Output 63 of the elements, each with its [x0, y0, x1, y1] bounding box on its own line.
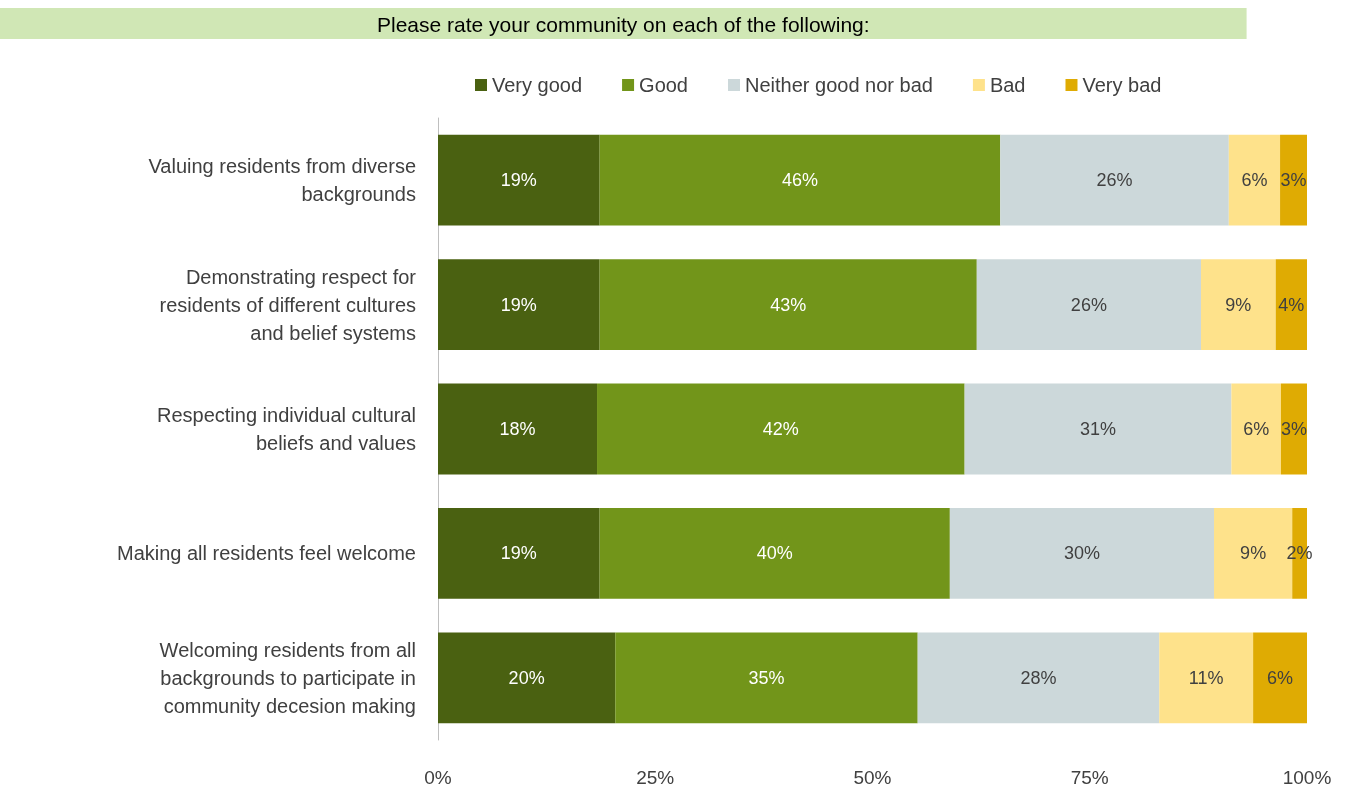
data-label: 9%: [1225, 294, 1252, 315]
data-label: 35%: [748, 667, 785, 688]
data-label: 26%: [1096, 170, 1133, 191]
bar: [949, 507, 1215, 599]
data-label: 42%: [762, 419, 799, 439]
x-tick-label: 75%: [1070, 767, 1109, 788]
y-tick-label: Respecting individual cultural beliefs and values: [156, 404, 416, 454]
y-tick-label: Making all residents feel welcome: [116, 542, 416, 565]
bar: [597, 383, 965, 475]
legend-label: Neither good nor bad: [744, 74, 933, 96]
bar: [917, 632, 1160, 724]
data-label: 18%: [499, 419, 536, 439]
x-tick-label: 50%: [853, 767, 892, 788]
bar: [1275, 259, 1307, 351]
data-label: 19%: [500, 543, 537, 564]
bar: [1000, 134, 1229, 226]
chart-title: Please rate your community on each of the following:: [377, 13, 870, 36]
x-tick-label: 100%: [1282, 767, 1332, 788]
data-label: 3%: [1280, 170, 1307, 191]
x-tick-label: 25%: [636, 767, 675, 788]
bar: [964, 383, 1232, 475]
x-tick-label: 0%: [424, 767, 452, 788]
bar: [1280, 134, 1307, 226]
bar: [976, 259, 1201, 351]
legend-label: Bad: [989, 74, 1026, 96]
bar: [1280, 383, 1307, 475]
bar: [1159, 632, 1254, 724]
data-label: 6%: [1241, 170, 1268, 191]
data-label: 43%: [770, 294, 807, 315]
data-label: 40%: [756, 543, 793, 564]
bar: [1200, 259, 1276, 351]
y-tick-label: Valuing residents from diverse backgrounds: [148, 155, 416, 206]
bar: [438, 507, 600, 599]
bar: [438, 632, 616, 724]
data-label: 19%: [500, 294, 537, 315]
data-label: 6%: [1267, 667, 1294, 688]
data-label: 11%: [1188, 667, 1224, 688]
bar: [1253, 632, 1307, 724]
data-label: 26%: [1070, 294, 1107, 315]
legend-label: Very bad: [1082, 74, 1162, 96]
y-tick-label: Welcoming residents from all backgrounds to participate in community decesion making: [159, 638, 416, 717]
data-label: 28%: [1020, 667, 1057, 688]
bar: [599, 134, 1001, 226]
y-tick-label: Demonstrating respect for residents of different cultures and belief systems: [159, 265, 417, 344]
data-label: 31%: [1079, 419, 1117, 439]
bar: [438, 259, 600, 351]
bar: [599, 507, 950, 599]
data-label: 20%: [508, 667, 545, 688]
legend-label: Very good: [492, 74, 583, 96]
bar: [615, 632, 918, 724]
data-label: 9%: [1240, 543, 1267, 564]
data-label: 4%: [1278, 294, 1305, 315]
data-label: 6%: [1243, 419, 1270, 439]
data-label: 3%: [1280, 419, 1307, 439]
legend-label: Good: [639, 74, 689, 96]
data-label: 46%: [781, 170, 818, 191]
data-label: 30%: [1063, 543, 1100, 564]
bar: [438, 383, 598, 475]
data-label: 19%: [500, 170, 537, 191]
bar: [1228, 134, 1281, 226]
bar: [438, 134, 600, 226]
bar: [599, 259, 977, 351]
bar: [1231, 383, 1281, 475]
